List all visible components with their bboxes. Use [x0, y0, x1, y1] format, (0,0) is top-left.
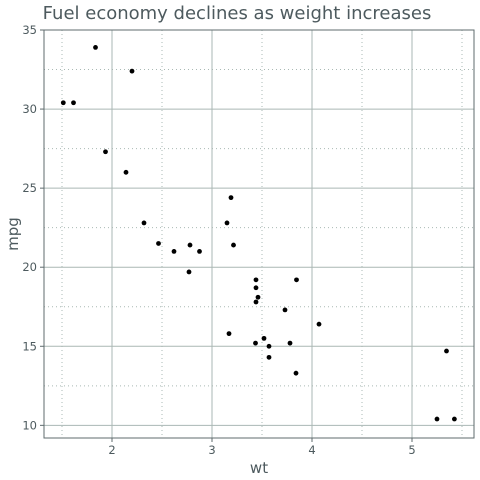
- data-point: [293, 370, 299, 376]
- axis-ticks: 2 3 4 5 10 15 20 25 30 35: [22, 23, 415, 457]
- data-point: [294, 277, 299, 283]
- data-point: [444, 348, 449, 354]
- data-point: [60, 100, 66, 106]
- data-point: [231, 242, 236, 248]
- data-point: [129, 68, 135, 74]
- y-tick-label: 30: [22, 102, 37, 116]
- x-tick-label: 3: [208, 443, 215, 457]
- data-point: [141, 220, 147, 226]
- data-point: [253, 277, 259, 283]
- data-point: [434, 416, 440, 422]
- data-point: [266, 343, 272, 349]
- data-point: [156, 241, 161, 246]
- data-point: [123, 169, 129, 175]
- data-point: [253, 285, 259, 291]
- data-point: [316, 321, 322, 327]
- data-point: [253, 299, 259, 305]
- data-point: [71, 100, 76, 106]
- y-tick-label: 25: [22, 181, 37, 195]
- data-point: [226, 331, 232, 337]
- y-tick-label: 20: [22, 260, 37, 274]
- data-point: [187, 242, 193, 248]
- chart-title: Fuel economy declines as weight increase…: [43, 3, 432, 24]
- grid-lines: [44, 29, 474, 438]
- data-point: [266, 354, 272, 360]
- data-point: [282, 307, 288, 313]
- data-point: [197, 248, 202, 254]
- data-point: [261, 335, 267, 341]
- y-tick-label: 35: [22, 23, 37, 37]
- x-tick-label: 2: [108, 443, 115, 457]
- panel-border: [43, 29, 475, 439]
- data-point: [452, 416, 457, 422]
- data-point: [287, 340, 293, 346]
- data-point: [171, 248, 177, 254]
- data-point: [255, 294, 261, 300]
- data-point: [103, 149, 108, 155]
- data-point: [93, 44, 98, 50]
- data-points: [60, 44, 457, 422]
- data-point: [186, 269, 192, 275]
- data-point: [224, 220, 230, 226]
- y-tick-label: 15: [22, 339, 37, 353]
- x-tick-label: 4: [308, 443, 315, 457]
- data-point: [253, 340, 258, 346]
- x-axis-title: wt: [250, 459, 268, 477]
- x-tick-label: 5: [408, 443, 415, 457]
- data-point: [228, 195, 234, 201]
- y-tick-label: 10: [22, 418, 37, 432]
- y-axis-title: mpg: [4, 217, 22, 251]
